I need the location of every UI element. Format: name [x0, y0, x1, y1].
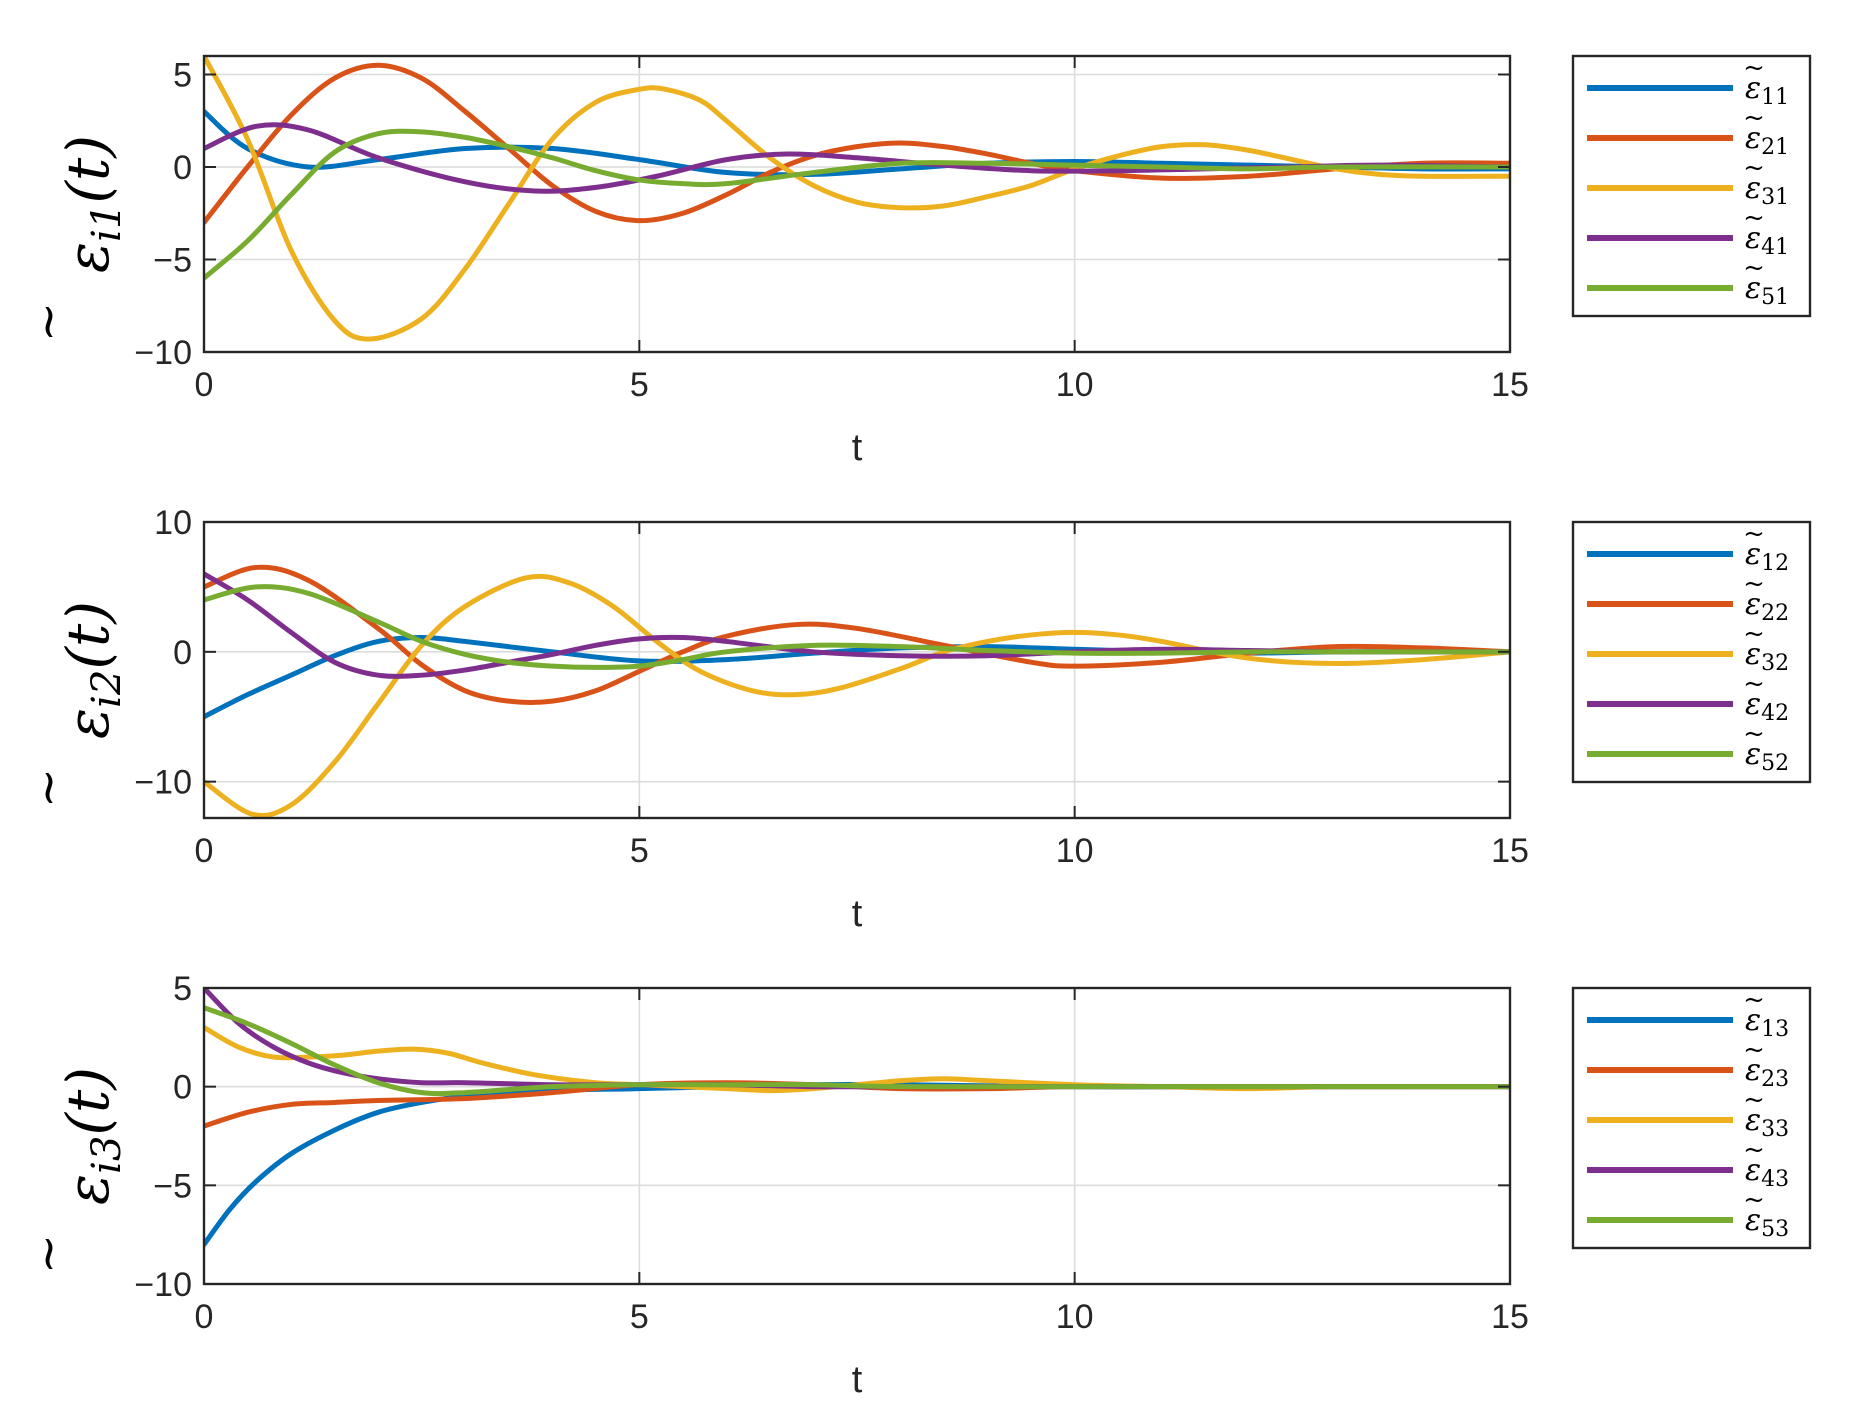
subplot-1: 0 5 10 1550−5−10tεi1(t)~ε11~ε21~ε31~ε41~ε51… [20, 53, 1812, 469]
x-tick-label: 0 [195, 832, 214, 870]
legend-entry: ε21 [1745, 121, 1789, 160]
legend-tilde: ~ [1743, 985, 1765, 1015]
legend-entry: ε41 [1745, 221, 1789, 260]
y-axis-label: εi3(t) ~ [20, 1067, 130, 1274]
legend-entry: ε53 [1745, 1203, 1789, 1242]
y-tick-label: −10 [134, 1266, 192, 1304]
x-tick-label: 5 [630, 832, 649, 870]
x-tick-label: 15 [1491, 1298, 1529, 1336]
legend-entry: ε11 [1745, 71, 1789, 110]
legend-entry: ε12 [1745, 537, 1789, 576]
y-tick-label: −10 [134, 764, 192, 802]
y-tick-label: −5 [153, 1167, 192, 1205]
x-tick-label: 15 [1491, 832, 1529, 870]
axes-frame [202, 54, 1512, 354]
series-group [204, 56, 1510, 342]
legend-tilde: ~ [1743, 103, 1765, 133]
legend-tilde: ~ [1743, 569, 1765, 599]
y-tick-label: −5 [153, 242, 192, 280]
axes-frame [202, 986, 1512, 1286]
series-line-21 [204, 62, 1510, 225]
series-group [204, 564, 1510, 818]
legend-tilde: ~ [1743, 519, 1765, 549]
x-tick-label: 10 [1056, 832, 1094, 870]
legend-tilde: ~ [1743, 253, 1765, 283]
legend-entry: ε51 [1745, 271, 1789, 310]
legend-entry: ε43 [1745, 1153, 1789, 1192]
axes-frame [202, 520, 1512, 820]
y-axis-label: εi2(t) ~ [20, 601, 130, 808]
legend-tilde: ~ [1743, 1185, 1765, 1215]
legend-entry: ε52 [1745, 737, 1789, 776]
y-tick-label: 10 [154, 504, 192, 542]
series-group [204, 988, 1510, 1248]
y-tick-label: −10 [134, 334, 192, 372]
y-axis-label: εi1(t) ~ [20, 135, 130, 342]
x-tick-label: 10 [1056, 1298, 1094, 1336]
y-tick-label: 0 [173, 1069, 192, 1107]
legend-entry: ε22 [1745, 587, 1789, 626]
legend-entry: ε23 [1745, 1053, 1789, 1092]
x-axis-label: t [852, 427, 863, 469]
svg-text:εi1(t): εi1(t) [54, 135, 130, 273]
tilde-accent: ~ [20, 768, 76, 808]
svg-text:εi2(t): εi2(t) [54, 601, 130, 739]
plot-area [204, 522, 1510, 818]
x-tick-label: 5 [630, 1298, 649, 1336]
legend-tilde: ~ [1743, 1035, 1765, 1065]
series-line-53 [204, 1005, 1510, 1097]
legend: ε11~ε21~ε31~ε41~ε51~ [1571, 53, 1812, 318]
tilde-accent: ~ [20, 302, 76, 342]
legend-tilde: ~ [1743, 203, 1765, 233]
legend-entry: ε32 [1745, 637, 1789, 676]
y-tick-label: 5 [173, 57, 192, 95]
plot-area [204, 988, 1510, 1284]
x-tick-label: 15 [1491, 366, 1529, 404]
y-tick-label: 5 [173, 970, 192, 1008]
legend-entry: ε31 [1745, 171, 1789, 210]
legend: ε12~ε22~ε32~ε42~ε52~ [1571, 519, 1812, 784]
series-line-32 [204, 573, 1510, 818]
x-axis-label: t [852, 893, 863, 935]
x-axis-label: t [852, 1359, 863, 1401]
svg-text:εi3(t): εi3(t) [54, 1067, 130, 1205]
legend-entry: ε33 [1745, 1103, 1789, 1142]
subplot-3: 0 5 10 1550−5−10tεi3(t)~ε13~ε23~ε33~ε43~ε53… [20, 970, 1812, 1401]
x-tick-label: 0 [195, 366, 214, 404]
x-tick-label: 10 [1056, 366, 1094, 404]
y-tick-label: 0 [173, 634, 192, 672]
legend-tilde: ~ [1743, 669, 1765, 699]
legend-entry: ε42 [1745, 687, 1789, 726]
legend-tilde: ~ [1743, 1085, 1765, 1115]
y-tick-label: 0 [173, 149, 192, 187]
x-tick-label: 0 [195, 1298, 214, 1336]
legend-tilde: ~ [1743, 153, 1765, 183]
legend: ε13~ε23~ε33~ε43~ε53~ [1571, 985, 1812, 1250]
tilde-accent: ~ [20, 1234, 76, 1274]
legend-tilde: ~ [1743, 719, 1765, 749]
legend-tilde: ~ [1743, 53, 1765, 83]
legend-tilde: ~ [1743, 1135, 1765, 1165]
legend-tilde: ~ [1743, 619, 1765, 649]
legend-entry: ε13 [1745, 1003, 1789, 1042]
series-line-52 [204, 584, 1510, 670]
x-tick-label: 5 [630, 366, 649, 404]
series-line-51 [204, 128, 1510, 281]
